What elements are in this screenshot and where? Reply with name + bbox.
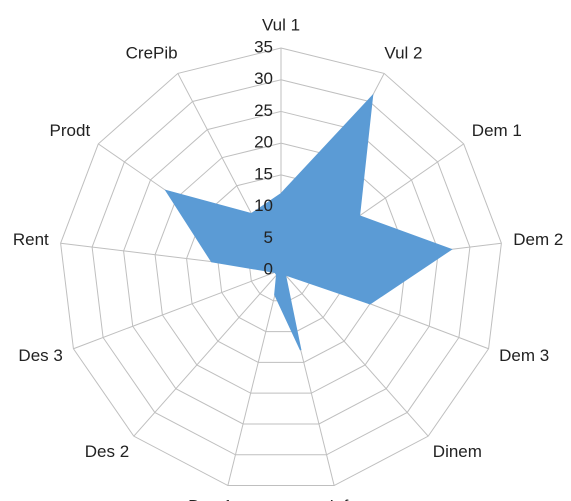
axis-tick-label: 15 <box>254 164 273 183</box>
spoke <box>280 269 429 437</box>
axis-tick-label: 35 <box>254 37 273 56</box>
data-area <box>164 93 453 351</box>
category-label: Infras <box>329 496 372 501</box>
category-label: Dem 2 <box>513 230 563 249</box>
spoke <box>227 269 282 486</box>
category-label: Rent <box>13 230 49 249</box>
grid-ring <box>123 110 439 425</box>
category-label: Des 1 <box>188 496 232 501</box>
category-label: Prodt <box>50 121 91 140</box>
category-label: Dem 3 <box>499 346 549 365</box>
category-label: CrePib <box>126 43 178 62</box>
category-label: Dem 1 <box>472 121 522 140</box>
category-label: Des 3 <box>18 346 62 365</box>
axis-tick-label: 30 <box>254 69 273 88</box>
axis-tick-label: 5 <box>264 228 273 247</box>
category-label: Des 2 <box>85 442 129 461</box>
axis-tick-label: 20 <box>254 133 273 152</box>
category-label: Vul 1 <box>262 15 300 34</box>
axis-tick-label: 0 <box>264 259 273 278</box>
category-label: Dinem <box>433 442 482 461</box>
spoke <box>73 269 282 350</box>
grid-ring <box>91 79 471 456</box>
spoke <box>133 269 282 437</box>
grid-ring <box>60 47 502 487</box>
category-label: Vul 2 <box>384 43 422 62</box>
axis-tick-label: 25 <box>254 101 273 120</box>
grid-ring <box>154 142 408 394</box>
axis-tick-label: 10 <box>254 196 273 215</box>
